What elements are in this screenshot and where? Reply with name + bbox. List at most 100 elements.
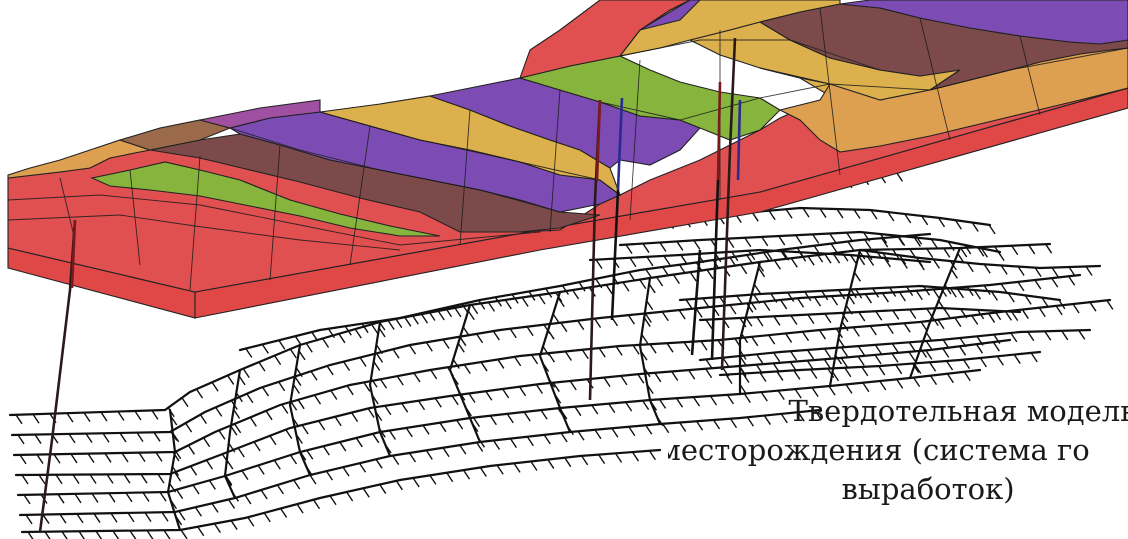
drift-tick (915, 290, 923, 301)
drift-tick (645, 268, 653, 279)
drift-level (618, 230, 1002, 254)
drift-tick (112, 530, 120, 539)
drift-tick (631, 451, 640, 462)
drift-tick (921, 215, 929, 226)
drift-tick (23, 494, 31, 505)
drift-tick (246, 393, 254, 404)
drift-tick (662, 266, 670, 277)
drift-tick (656, 416, 664, 427)
drift-tick (541, 362, 550, 372)
drift-tick (977, 246, 985, 257)
drift-tick (1004, 311, 1013, 321)
drift-tick (78, 530, 85, 539)
drift-tick (646, 256, 654, 267)
drift-tick (892, 309, 900, 320)
drift-tick (230, 400, 238, 410)
drift-tick (555, 292, 563, 302)
drift-tick (27, 531, 34, 539)
drift-tick (110, 512, 118, 523)
drift-tick (560, 409, 568, 420)
drift-tick (297, 399, 305, 410)
drift-tick (938, 300, 946, 311)
drift-tick (1000, 265, 1008, 275)
drift-tick (526, 436, 534, 447)
drift-tick (950, 268, 958, 279)
drift-tick (452, 359, 460, 369)
drift-tick (736, 295, 744, 306)
drift-tick (234, 423, 242, 434)
drift-tick (966, 286, 974, 297)
drift-level (12, 298, 1112, 457)
drift-tick (61, 531, 68, 539)
drift-tick (310, 370, 318, 381)
drift-tick (904, 213, 912, 224)
drift-tick (106, 474, 114, 484)
drift-tick (896, 235, 905, 246)
drift-tick (926, 248, 934, 259)
drift-tick (476, 442, 484, 452)
drift-tick (741, 333, 749, 344)
drift-tick (980, 247, 989, 258)
drift-tick (208, 479, 216, 490)
drift-tick (55, 474, 63, 485)
drift-tick (595, 259, 603, 270)
drift-tick (121, 452, 129, 463)
drift-tick (915, 257, 924, 267)
drift-tick (136, 432, 144, 443)
drift-tick (881, 237, 889, 248)
drift-tick (560, 322, 568, 333)
drift-tick (725, 374, 733, 385)
drift-tick (192, 484, 200, 495)
drift-tick (625, 401, 633, 412)
band-red (519, 0, 691, 79)
shaft (616, 97, 624, 191)
drift-tick (895, 171, 904, 182)
drift-tick (705, 319, 713, 330)
vertical-shafts (38, 37, 742, 533)
drift-tick (451, 395, 459, 406)
drift-tick (290, 400, 298, 411)
drift-level (14, 338, 1012, 477)
drift-tick (814, 410, 822, 420)
drift-tick (172, 432, 180, 443)
drift-tick (637, 373, 645, 384)
drift-tick (194, 506, 203, 517)
drift-tick (569, 380, 577, 391)
drift-tick (658, 398, 667, 409)
drift-tick (862, 382, 870, 393)
drift-tick (346, 491, 354, 502)
drift-tick (471, 422, 479, 432)
drift-tick (375, 344, 383, 355)
drift-tick (942, 348, 950, 358)
drift-tick (458, 390, 466, 401)
drift-tick (334, 416, 342, 427)
drift-tick (992, 341, 1000, 352)
drift-tick (746, 416, 755, 427)
drift-tick (258, 361, 266, 372)
drift-tick (857, 356, 865, 366)
drift-tick (89, 474, 97, 484)
drift-tick (313, 394, 322, 405)
drift-tick (595, 278, 603, 289)
drift-tick (1034, 267, 1042, 278)
drift-tick (163, 529, 171, 539)
drift-tick (459, 444, 467, 455)
drift-tick (692, 396, 701, 407)
drift-tick (330, 390, 338, 400)
drift-tick (502, 388, 510, 399)
drift-tick (168, 482, 177, 493)
drift-tick (442, 339, 450, 349)
drift-tick (804, 291, 812, 302)
drift-tick (846, 232, 854, 243)
drift-tick (678, 309, 686, 320)
band-purple (639, 0, 701, 31)
drift-tick (689, 271, 697, 282)
drift-tick (782, 250, 790, 261)
drift-tick (739, 384, 747, 394)
drift-tick (702, 297, 710, 308)
drift-tick (224, 476, 232, 487)
drift-tick (824, 253, 832, 264)
drift-tick (646, 300, 654, 311)
drift-tick (195, 388, 204, 399)
drift-tick (289, 348, 297, 359)
